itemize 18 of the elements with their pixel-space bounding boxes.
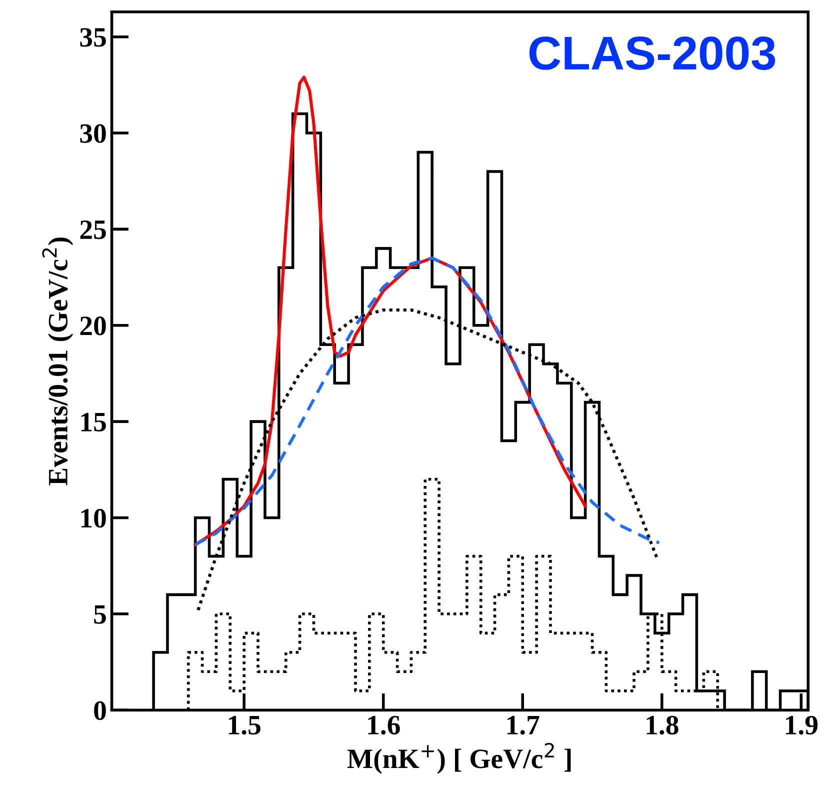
- y-tick-label: 10: [81, 508, 106, 528]
- line-series: [196, 308, 660, 612]
- y-tick-label: 5: [94, 605, 106, 624]
- y-tick-label: 20: [80, 316, 106, 336]
- annotation: CLAS-2003: [529, 36, 776, 70]
- x-axis-title: M(nK$^{+}$) [ GeV/c$^{2}$ ]: [347, 742, 571, 774]
- x-tick-label: 1.9: [786, 716, 818, 735]
- y-tick-label: 0: [94, 701, 106, 720]
- line-series: [194, 256, 661, 546]
- x-tick-label: 1.7: [507, 716, 540, 735]
- y-tick-label: 35: [80, 28, 106, 47]
- y-axis-title: Events/0.01 (GeV/c$^{2}$): [42, 238, 74, 486]
- x-tick-label: 1.8: [646, 716, 678, 735]
- x-tick-label: 1.5: [228, 716, 260, 735]
- y-tick-label: 25: [80, 220, 106, 240]
- y-tick-label: 30: [80, 124, 106, 143]
- y-tick-label: 15: [81, 412, 106, 432]
- x-tick-label: 1.6: [368, 716, 400, 735]
